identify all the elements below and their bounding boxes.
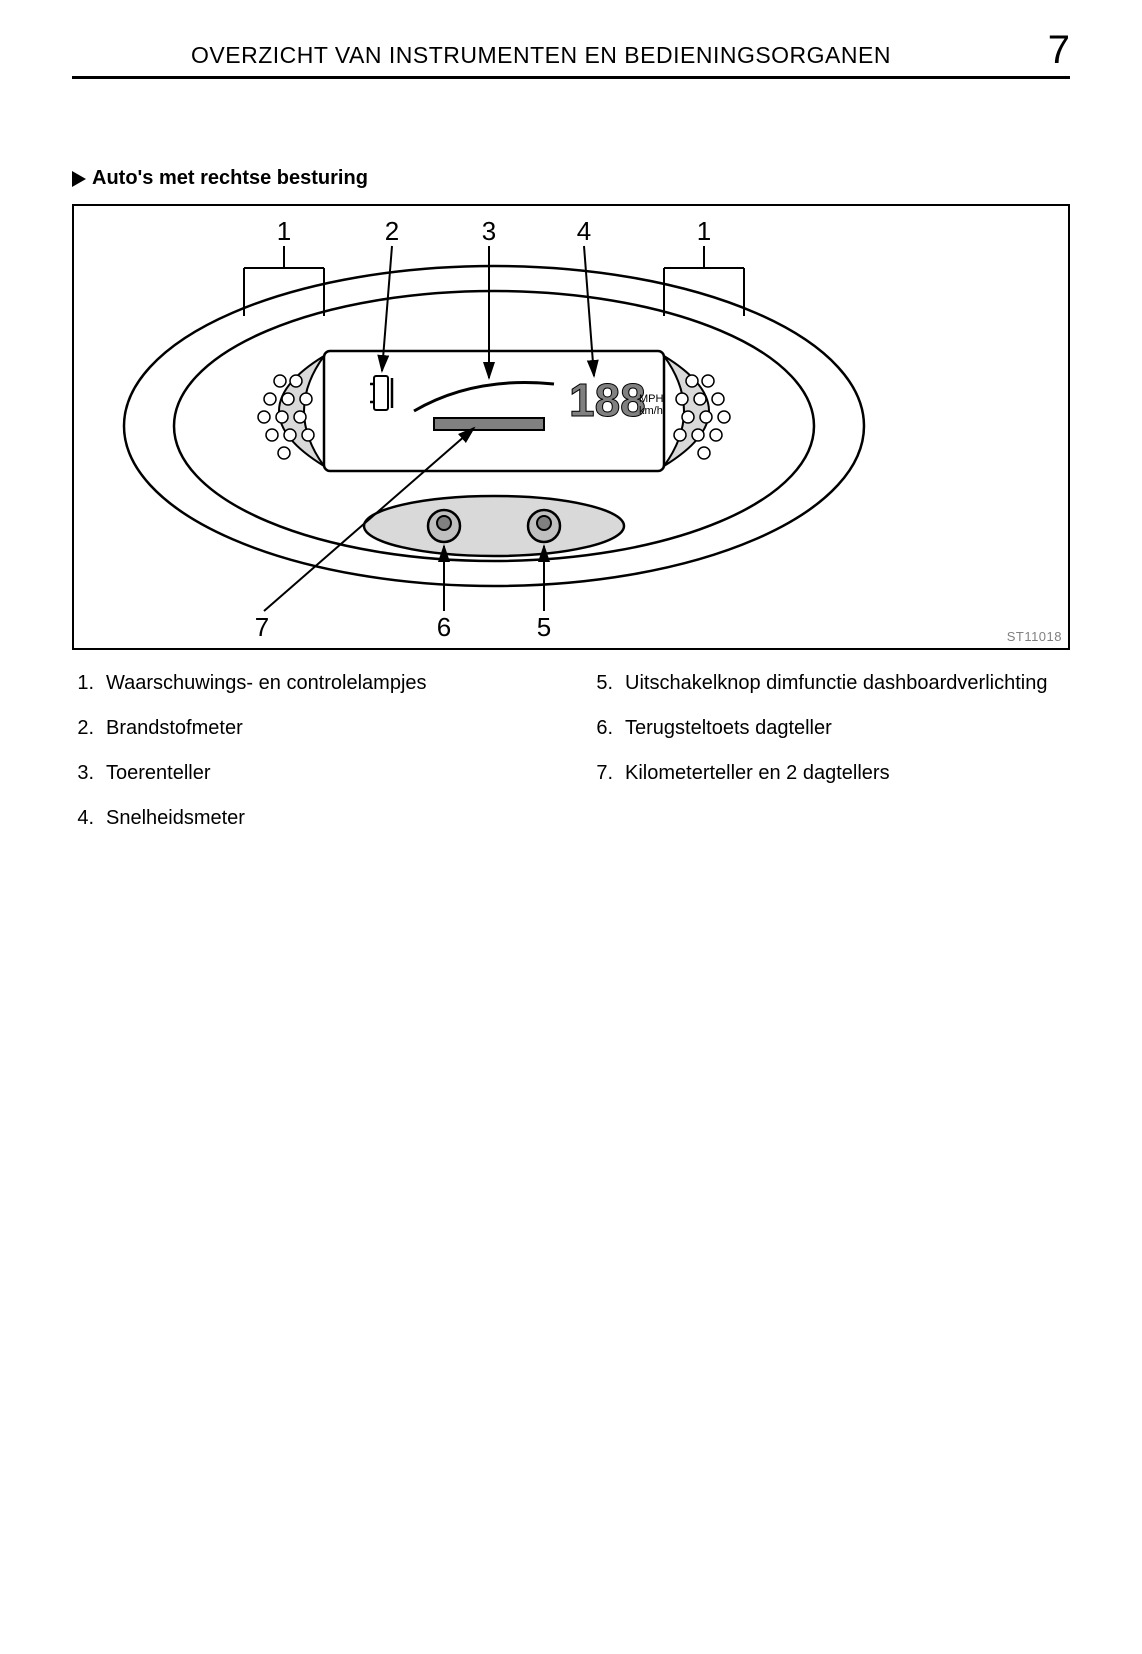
- legend-item: 7 Kilometerteller en 2 dagtellers: [591, 760, 1070, 787]
- svg-text:MPH: MPH: [639, 393, 664, 405]
- svg-text:km/h: km/h: [639, 405, 663, 417]
- legend-item: 3 Toerenteller: [72, 760, 551, 787]
- legend-text: Terugsteltoets dagteller: [619, 715, 1070, 742]
- page-header: OVERZICHT VAN INSTRUMENTEN EN BEDIENINGS…: [72, 30, 1070, 79]
- legend-item: 2 Brandstofmeter: [72, 715, 551, 742]
- legend-col-left: 1 Waarschuwings- en controlelampjes 2 Br…: [72, 670, 551, 850]
- legend-num: 5: [591, 670, 619, 697]
- legend-text: Brandstofmeter: [100, 715, 551, 742]
- legend-num: 2: [72, 715, 100, 742]
- legend-text: Kilometerteller en 2 dagtellers: [619, 760, 1070, 787]
- svg-text:5: 5: [537, 612, 551, 642]
- diagram-svg: 188 MPH km/h: [74, 206, 1068, 648]
- figure-code: ST11018: [1007, 629, 1062, 644]
- svg-text:1: 1: [277, 216, 291, 246]
- triangle-icon: [72, 171, 86, 187]
- svg-text:188: 188: [569, 374, 646, 426]
- instrument-diagram: 188 MPH km/h: [72, 204, 1070, 650]
- legend-num: 3: [72, 760, 100, 787]
- svg-text:4: 4: [577, 216, 591, 246]
- legend: 1 Waarschuwings- en controlelampjes 2 Br…: [72, 670, 1070, 850]
- svg-text:6: 6: [437, 612, 451, 642]
- legend-text: Uitschakelknop dimfunctie dashboardverli…: [619, 670, 1070, 697]
- legend-num: 1: [72, 670, 100, 697]
- svg-text:1: 1: [697, 216, 711, 246]
- legend-text: Waarschuwings- en controlelampjes: [100, 670, 551, 697]
- legend-item: 1 Waarschuwings- en controlelampjes: [72, 670, 551, 697]
- legend-text: Toerenteller: [100, 760, 551, 787]
- svg-text:7: 7: [255, 612, 269, 642]
- legend-col-right: 5 Uitschakelknop dimfunctie dashboardver…: [591, 670, 1070, 850]
- legend-num: 6: [591, 715, 619, 742]
- legend-item: 5 Uitschakelknop dimfunctie dashboardver…: [591, 670, 1070, 697]
- page-number: 7: [1010, 30, 1070, 70]
- section-heading: Auto's met rechtse besturing: [72, 167, 1070, 190]
- legend-num: 7: [591, 760, 619, 787]
- section-heading-text: Auto's met rechtse besturing: [92, 167, 368, 190]
- legend-text: Snelheidsmeter: [100, 805, 551, 832]
- legend-num: 4: [72, 805, 100, 832]
- header-title: OVERZICHT VAN INSTRUMENTEN EN BEDIENINGS…: [72, 42, 1010, 69]
- legend-item: 6 Terugsteltoets dagteller: [591, 715, 1070, 742]
- legend-item: 4 Snelheidsmeter: [72, 805, 551, 832]
- svg-text:2: 2: [385, 216, 399, 246]
- svg-text:3: 3: [482, 216, 496, 246]
